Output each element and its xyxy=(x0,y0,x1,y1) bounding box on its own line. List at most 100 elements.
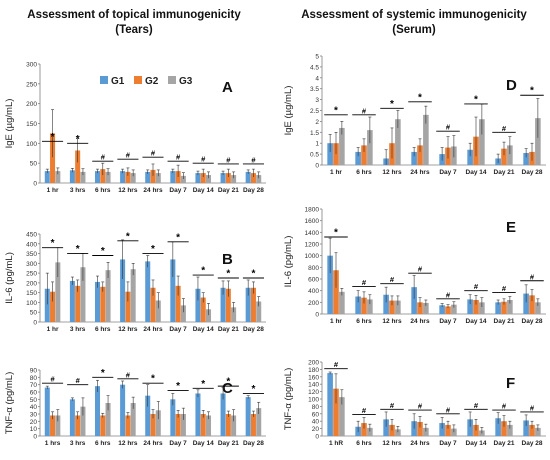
chart-b-bar-g2 xyxy=(100,286,106,322)
chart-b-bar-g2 xyxy=(125,291,131,322)
chart-e-x-tick-label: 1 hr xyxy=(330,318,342,325)
chart-b-bar-g2 xyxy=(75,285,81,322)
chart-f-bar-g3 xyxy=(367,427,373,436)
chart-a-bar-g2 xyxy=(50,133,56,183)
chart-f-ytick-label: 100 xyxy=(308,397,319,404)
chart-c-bar-g2 xyxy=(100,415,106,436)
chart-f-bar-g1 xyxy=(383,419,389,436)
chart-d-bar-g3 xyxy=(507,145,513,165)
legend-label-g2: G2 xyxy=(145,76,159,87)
chart-b-x-tick-label: Day 14 xyxy=(193,326,214,333)
chart-f-ytick-label: 160 xyxy=(308,374,319,381)
chart-f-ytick-label: 200 xyxy=(308,360,319,367)
chart-d-significance-mark: # xyxy=(362,106,367,115)
chart-b-bar-g1 xyxy=(145,261,151,322)
chart-e-bar-g1 xyxy=(467,299,473,314)
chart-b-ytick-label: 300 xyxy=(26,261,37,268)
chart-d-bar-g3 xyxy=(479,119,485,165)
chart-c-bar-g2 xyxy=(125,415,131,436)
chart-b-x-tick-label: 1 hr xyxy=(47,326,59,333)
chart-d-bar-g3 xyxy=(367,130,373,165)
chart-b-significance-mark: * xyxy=(51,238,55,249)
chart-b-ytick-label: 450 xyxy=(26,232,37,239)
chart-b-x-tick-label: 3 hrs xyxy=(70,326,86,333)
chart-f-significance-mark: # xyxy=(390,401,395,410)
chart-b-significance-mark: * xyxy=(101,246,105,257)
chart-b-ytick-label: 400 xyxy=(26,241,37,248)
chart-f-significance-mark: # xyxy=(502,402,507,411)
chart-a-bar-g2 xyxy=(225,173,231,183)
chart-c-significance-mark: * xyxy=(176,381,180,392)
chart-d-x-tick-label: Day 7 xyxy=(439,169,457,176)
chart-d-ytick-label: 2 xyxy=(315,119,319,126)
chart-f-ytick-label: 80 xyxy=(312,404,320,411)
left-header-line-1: Assessment of topical immunogenicity xyxy=(27,9,241,21)
chart-b-x-tick-label: 6 hrs xyxy=(95,326,111,333)
chart-d-bar-g3 xyxy=(395,119,401,165)
legend-swatch-g3 xyxy=(168,76,176,84)
chart-e-x-tick-label: Day 21 xyxy=(494,318,515,325)
chart-a-significance-mark: * xyxy=(76,134,80,145)
chart-b-bar-g3 xyxy=(55,262,61,322)
chart-e-bar-g1 xyxy=(439,305,445,314)
chart-a-x-tick-label: 24 hrs xyxy=(143,187,163,194)
chart-a: 0 50 100 150 200 250 300 IgE (µg/mL) A * * # # # # # # #1… xyxy=(4,62,266,194)
chart-e-bar-g2 xyxy=(529,295,535,314)
chart-e-bar-g1 xyxy=(523,293,529,314)
chart-a-significance-mark: # xyxy=(176,153,181,162)
chart-c-x-tick-label: Day 7 xyxy=(169,440,187,447)
chart-d-bar-g1 xyxy=(411,151,417,165)
chart-f-bar-g1 xyxy=(327,373,333,436)
chart-c-bar-g1 xyxy=(220,393,226,436)
chart-e-significance-mark: # xyxy=(418,265,423,274)
chart-b-x-tick-label: Day 28 xyxy=(243,326,264,333)
chart-f-significance-mark: # xyxy=(362,406,367,415)
chart-b-ytick-label: 50 xyxy=(30,310,38,317)
chart-b: 0 50 100 150 200 250 300 350 400 450 IL-6 (pg/mL) B… xyxy=(4,231,266,333)
chart-d-ytick-label: 3.5 xyxy=(310,86,319,93)
chart-d-panel-letter: D xyxy=(506,77,517,94)
chart-f-panel-letter: F xyxy=(506,375,515,392)
chart-b-significance-mark: * xyxy=(226,269,230,280)
chart-c-bar-g2 xyxy=(150,414,156,436)
chart-e-significance-mark: # xyxy=(474,282,479,291)
chart-e-ytick-label: 600 xyxy=(308,277,319,284)
chart-f-bar-g2 xyxy=(417,421,423,436)
chart-a-ytick-label: 250 xyxy=(26,81,37,88)
chart-b-bar-g3 xyxy=(105,270,111,322)
chart-d-x-tick-label: Day 28 xyxy=(522,169,543,176)
chart-c-x-tick-label: Day 28 xyxy=(243,440,264,447)
chart-a-x-tick-label: Day 21 xyxy=(218,187,239,194)
chart-c-bar-g1 xyxy=(120,384,126,436)
chart-a-ytick-label: 100 xyxy=(26,141,37,148)
chart-a-x-tick-label: 3 hrs xyxy=(70,187,86,194)
chart-c-x-tick-label: 6 hrs xyxy=(95,440,111,447)
chart-f-bar-g3 xyxy=(423,427,429,436)
chart-a-bar-g3 xyxy=(231,175,237,183)
chart-b-bar-g1 xyxy=(94,281,101,322)
chart-d-bar-g1 xyxy=(523,153,529,165)
chart-f-ytick-label: 40 xyxy=(312,419,320,426)
chart-f-significance-mark: # xyxy=(446,405,451,414)
chart-b-bar-g1 xyxy=(245,287,251,322)
chart-d-bar-g1 xyxy=(467,149,473,165)
chart-a-ytick-label: 0 xyxy=(33,181,37,188)
chart-f-ytick-label: 60 xyxy=(312,411,320,418)
chart-b-significance-mark: * xyxy=(251,269,255,280)
chart-e-significance-mark: # xyxy=(390,275,395,284)
chart-c-significance-mark: * xyxy=(226,377,230,388)
chart-a-ytick-label: 300 xyxy=(26,62,37,69)
chart-e-ytick-label: 800 xyxy=(308,265,319,272)
chart-b-significance-mark: * xyxy=(201,266,205,277)
chart-c-ytick-label: 30 xyxy=(30,412,38,419)
chart-a-panel-letter: A xyxy=(222,79,233,96)
chart-d-bar-g3 xyxy=(535,118,541,165)
chart-a-ytick-label: 50 xyxy=(30,161,38,168)
chart-c-significance-mark: # xyxy=(50,375,55,384)
right-header-line-2: (Serum) xyxy=(392,24,436,36)
chart-f-bar-g2 xyxy=(501,421,507,436)
right-header: Assessment of systemic immunogenicity (S… xyxy=(278,8,550,38)
chart-d-bar-g3 xyxy=(339,127,345,165)
chart-d: 0 0.5 1 1.5 2 2.5 3 3.5 4 4.5 5 IgE (µg/mL) D * # * * # * #… xyxy=(283,54,546,176)
chart-b-significance-mark: * xyxy=(151,244,155,255)
